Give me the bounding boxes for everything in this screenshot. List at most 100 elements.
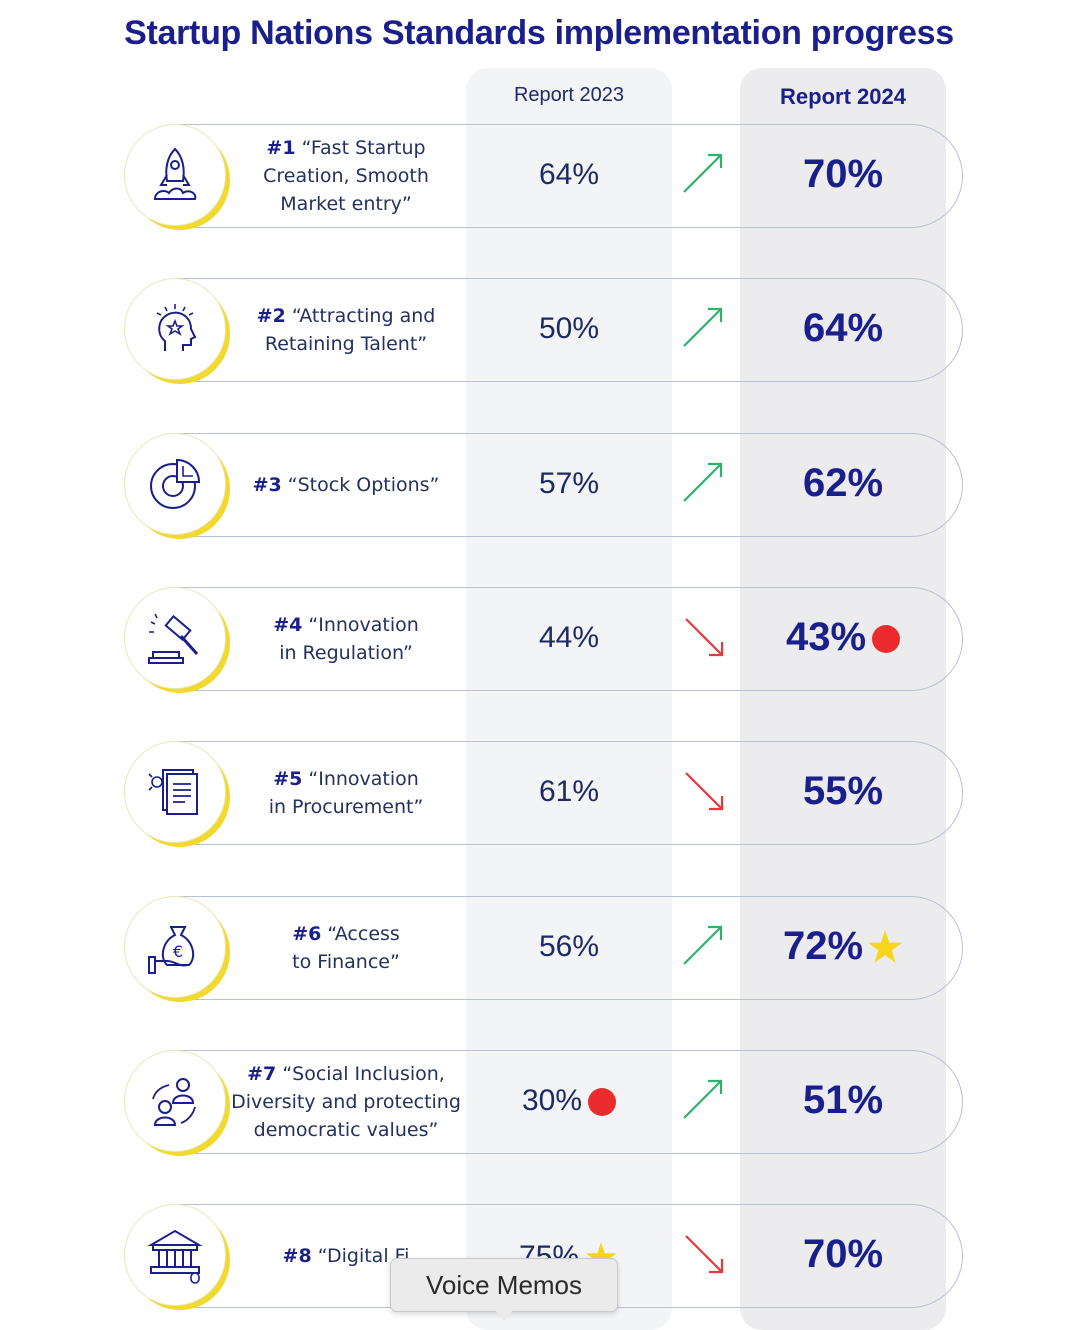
icon-circle: [124, 433, 226, 535]
bank-icon: [147, 1229, 203, 1284]
standard-label: #4 “Innovation in Regulation”: [230, 611, 462, 667]
chart-title: Startup Nations Standards implementation…: [124, 14, 954, 52]
standard-label-line-2: in Regulation”: [279, 642, 413, 664]
trend-down-arrow-icon: [685, 772, 724, 811]
value-2024: 51%: [740, 1078, 946, 1123]
row-frame: [178, 124, 963, 228]
standard-title-part: “Social Inclusion,: [282, 1063, 445, 1085]
value-2024: 64%: [740, 306, 946, 351]
standard-label-line-3: Market entry”: [280, 193, 412, 215]
standard-title-part: “Innovation: [308, 768, 419, 790]
value-2024: 70%: [740, 152, 946, 197]
value-2024: 62%: [740, 461, 946, 506]
standard-label-line-1: #5 “Innovation: [230, 765, 462, 793]
value-2023: 61%: [466, 775, 672, 809]
standard-label: #7 “Social Inclusion, Diversity and prot…: [230, 1060, 462, 1144]
value-2024-text: 70%: [802, 1232, 884, 1276]
trend-up-arrow-icon: [683, 462, 723, 502]
icon-circle: €: [124, 896, 226, 998]
standard-title-part: “Fast Startup: [301, 137, 426, 159]
value-2024: 55%: [740, 769, 946, 814]
voice-memos-tooltip: Voice Memos: [390, 1258, 618, 1312]
tooltip-tail: [494, 1309, 514, 1321]
value-2024-text: 64%: [802, 306, 884, 350]
row-frame: [178, 896, 963, 1000]
value-2023: 57%: [466, 467, 672, 501]
head-star-icon: [156, 304, 197, 351]
standard-label-line-2: in Procurement”: [268, 796, 424, 818]
standard-label-line-2: to Finance”: [292, 951, 400, 973]
value-2023-text: 64%: [538, 158, 600, 191]
trend-down-arrow-icon: [685, 618, 724, 657]
value-2023-text: 61%: [538, 775, 600, 808]
icon-circle: [124, 587, 226, 689]
money-bag-icon: €: [148, 926, 195, 974]
standard-label-line-2: Diversity and protecting: [231, 1091, 461, 1113]
value-2023: 50%: [466, 312, 672, 346]
row-frame: [178, 433, 963, 537]
red-dot-marker: [872, 625, 901, 654]
standard-number: #3: [252, 474, 282, 496]
row-frame: [178, 587, 963, 691]
row-frame: [178, 278, 963, 382]
icon-circle: [124, 124, 226, 226]
pie-chart-icon: [150, 458, 201, 509]
rocket-icon: [153, 147, 197, 200]
star-icon: ★: [867, 926, 903, 971]
standard-number: #7: [247, 1063, 277, 1085]
icon-circle: [124, 1050, 226, 1152]
value-2023: 64%: [466, 158, 672, 192]
standard-number: #5: [273, 768, 303, 790]
value-2023-text: 50%: [538, 312, 600, 345]
value-2023-text: 44%: [538, 621, 600, 654]
row-frame: [178, 741, 963, 845]
value-2024: 43%: [740, 615, 946, 660]
standard-label-line-1: #6 “Access: [230, 920, 462, 948]
standard-label: #8 “Digital Fi: [230, 1242, 462, 1270]
standard-number: #2: [256, 305, 286, 327]
people-icon: [152, 1078, 196, 1126]
standard-title-part: “Attracting and: [291, 305, 436, 327]
value-2024-text: 62%: [802, 461, 884, 505]
value-2024-text: 70%: [802, 152, 884, 196]
value-2023-text: 56%: [538, 930, 600, 963]
standard-title-part: “Access: [327, 923, 400, 945]
standard-label: #2 “Attracting and Retaining Talent”: [230, 302, 462, 358]
standard-number: #1: [266, 137, 296, 159]
standard-label-line-3: democratic values”: [253, 1119, 439, 1141]
column-header-2024: Report 2024: [780, 84, 906, 109]
trend-up-arrow-icon: [683, 153, 723, 193]
gavel-icon: [148, 613, 199, 664]
value-2023: 44%: [466, 621, 672, 655]
standard-label-line-1: #1 “Fast Startup: [230, 134, 462, 162]
row-frame: [178, 1050, 963, 1154]
trend-up-arrow-icon: [683, 307, 723, 347]
value-2024-text: 55%: [802, 769, 884, 813]
standard-label-line-2: Retaining Talent”: [264, 333, 428, 355]
icon-circle: [124, 278, 226, 380]
standard-label-line-1: #2 “Attracting and: [230, 302, 462, 330]
svg-text:€: €: [173, 942, 183, 961]
column-header-2023: Report 2023: [513, 84, 625, 106]
document-icon: [148, 769, 198, 815]
value-2024: 70%: [740, 1232, 946, 1277]
standard-label-line-2: Creation, Smooth: [263, 165, 429, 187]
standard-label-line-1: #8 “Digital Fi: [230, 1242, 462, 1270]
value-2023-text: 57%: [538, 467, 600, 500]
standard-label: #5 “Innovation in Procurement”: [230, 765, 462, 821]
value-2024: 72% ★: [740, 924, 946, 969]
standard-number: #8: [282, 1245, 312, 1267]
standard-label-line-1: #7 “Social Inclusion,: [230, 1060, 462, 1088]
value-2023: 30%: [466, 1084, 672, 1118]
standard-label: #1 “Fast Startup Creation, Smooth Market…: [230, 134, 462, 218]
trend-up-arrow-icon: [683, 1079, 723, 1119]
value-2023: 56%: [466, 930, 672, 964]
standard-title-part: “Stock Options”: [287, 474, 440, 496]
icon-circle: [124, 741, 226, 843]
standard-label-line-1: #3 “Stock Options”: [230, 471, 462, 499]
standard-title-part: “Innovation: [308, 614, 419, 636]
standard-label: #3 “Stock Options”: [230, 471, 462, 499]
standard-number: #6: [292, 923, 322, 945]
value-2024-text: 72%: [783, 924, 864, 968]
trend-up-arrow-icon: [683, 925, 723, 965]
